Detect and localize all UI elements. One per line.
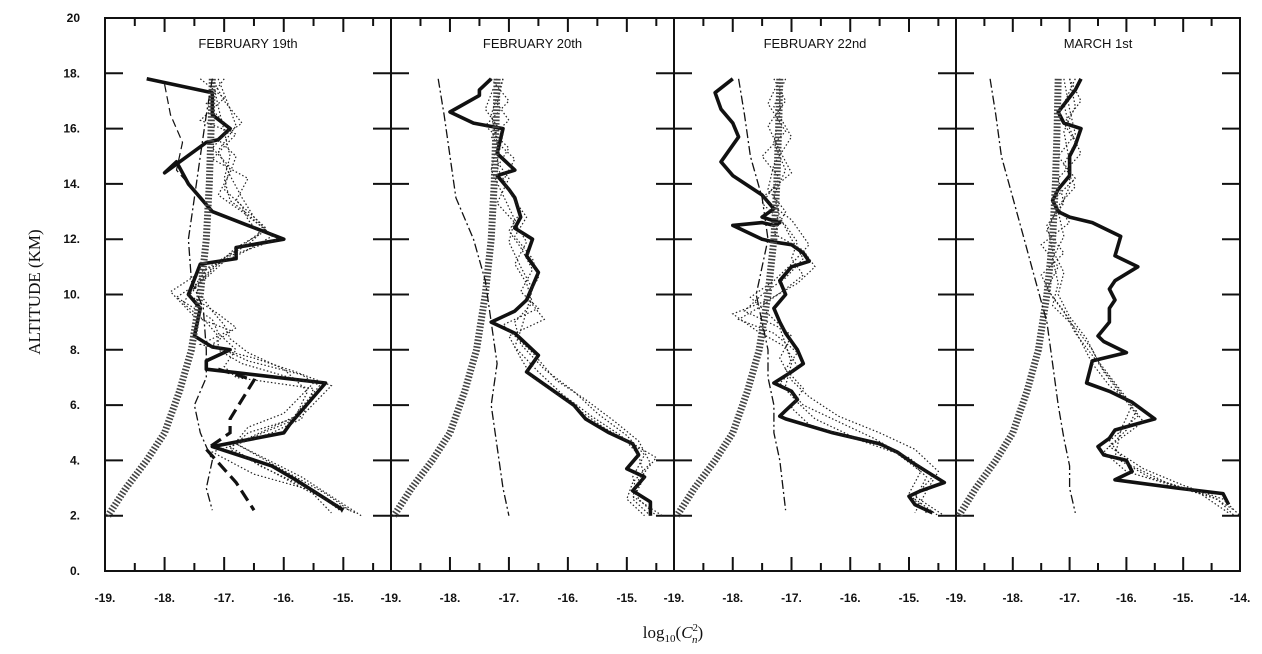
series-dotted-band: [1041, 79, 1240, 516]
y-tick-label: 6.: [70, 398, 80, 412]
series-thick-solid: [1053, 79, 1229, 505]
series-dotted-band: [485, 79, 656, 516]
x-tick-label: -19.: [95, 591, 116, 605]
series-dotted-band: [485, 79, 650, 516]
series-model: [677, 79, 780, 516]
y-tick-label: 20: [67, 11, 81, 25]
y-tick-label: 14.: [63, 177, 80, 191]
x-tick-label: -15.: [1173, 591, 1194, 605]
x-tick-label: -17.: [1059, 591, 1080, 605]
series-thick-solid: [450, 79, 650, 516]
x-tick-label: -17.: [781, 591, 802, 605]
x-tick-label: -19.: [946, 591, 967, 605]
x-tick-label: -16.: [558, 591, 579, 605]
x-axis-title: log10(C2 n): [643, 622, 703, 646]
x-tick-label: -19.: [664, 591, 685, 605]
y-tick-label: 0.: [70, 564, 80, 578]
y-tick-label: 10.: [63, 288, 80, 302]
y-tick-label: 2.: [70, 509, 80, 523]
y-axis-title: ALTITUDE (KM): [25, 229, 44, 354]
series-thick-solid: [147, 79, 344, 510]
panel-frame: [956, 18, 1240, 571]
x-tick-label: -17.: [214, 591, 235, 605]
y-tick-label: 8.: [70, 343, 80, 357]
x-axis-title-paren-close: ): [698, 623, 704, 642]
series-model: [394, 79, 497, 516]
series-model: [108, 79, 212, 516]
panel-title: FEBRUARY 22nd: [764, 36, 867, 51]
y-tick-label: 4.: [70, 453, 80, 467]
series-dotted-band: [1041, 79, 1234, 516]
x-tick-label: -15.: [899, 591, 920, 605]
x-axis-title-base-subscript: 10: [665, 633, 677, 645]
x-tick-label: -16.: [273, 591, 294, 605]
x-tick-label: -14.: [1230, 591, 1251, 605]
x-tick-label: -15.: [616, 591, 637, 605]
series-thick-solid: [715, 79, 944, 513]
x-tick-label: -18.: [1002, 591, 1023, 605]
series-model: [959, 79, 1058, 516]
series-dash-dot: [990, 79, 1075, 513]
panel-frame: [391, 18, 674, 571]
x-tick-label: -18.: [722, 591, 743, 605]
x-tick-label: -15.: [333, 591, 354, 605]
x-tick-label: -16.: [840, 591, 861, 605]
panel-frames: [105, 18, 1240, 571]
x-tick-label: -18.: [154, 591, 175, 605]
x-tick-label: -17.: [499, 591, 520, 605]
panel-title: MARCH 1st: [1064, 36, 1133, 51]
series-dotted-band: [1053, 79, 1235, 510]
x-tick-label: -18.: [440, 591, 461, 605]
x-axis-title-base: log: [643, 623, 665, 642]
series-dotted-band: [733, 79, 927, 513]
x-tick-label: -16.: [1116, 591, 1137, 605]
x-tick-label: -19.: [381, 591, 402, 605]
y-tick-label: 12.: [63, 232, 80, 246]
panel-title: FEBRUARY 20th: [483, 36, 582, 51]
y-tick-label: 16.: [63, 122, 80, 136]
y-tick-label: 18.: [63, 66, 80, 80]
series-dotted-band: [491, 79, 650, 516]
panel-title: FEBRUARY 19th: [198, 36, 297, 51]
panel-frame: [105, 18, 391, 571]
